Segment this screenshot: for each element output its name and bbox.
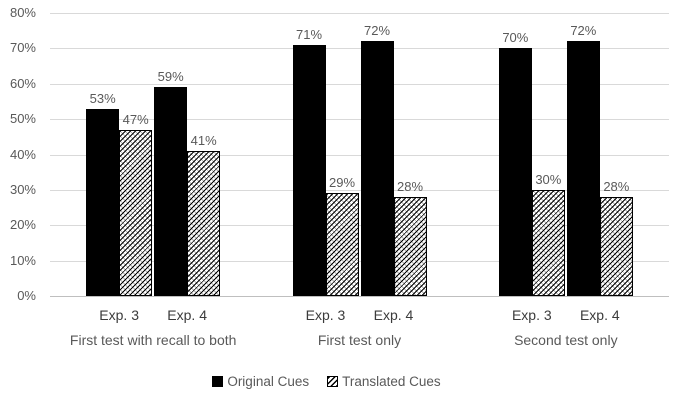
bar-value-label: 41% (190, 132, 217, 148)
gridline (50, 119, 669, 121)
legend-label: Translated Cues (342, 373, 441, 389)
legend-label: Original Cues (227, 373, 310, 389)
bar-original-cues (498, 48, 532, 296)
category-label-exp: Exp. 4 (167, 307, 207, 323)
category-label-exp: Exp. 4 (579, 307, 620, 323)
bar-original-cues (86, 108, 120, 296)
bar-value-label: 30% (535, 171, 562, 187)
bar-value-label: 70% (502, 30, 529, 46)
bar-translated-cues (119, 129, 153, 296)
bar-translated-cues (325, 193, 359, 296)
gridline (50, 260, 669, 262)
y-axis-tick-label: 20% (9, 217, 36, 233)
bar-translated-cues (531, 189, 565, 296)
category-label-exp: Exp. 4 (373, 307, 414, 323)
bar-value-label: 59% (157, 69, 184, 85)
category-label-exp: Exp. 3 (305, 307, 346, 323)
bar-value-label: 72% (363, 23, 391, 39)
bar-original-cues (292, 44, 326, 296)
bar-value-label: 29% (328, 175, 356, 191)
legend-item: Original Cues (212, 374, 309, 389)
bar-value-label: 71% (295, 26, 323, 42)
y-axis-tick-label: 40% (9, 146, 36, 162)
group-label: First test with recall to both (69, 332, 237, 348)
legend-swatch-original-icon (212, 375, 224, 387)
bar-value-label: 53% (89, 90, 116, 106)
bar-translated-cues (187, 150, 221, 296)
y-axis-tick-label: 30% (9, 181, 36, 197)
gridline (50, 13, 669, 14)
y-axis-tick-label: 80% (9, 5, 36, 20)
gridline (50, 225, 669, 227)
x-axis-line (50, 296, 669, 297)
bar-translated-cues (599, 196, 633, 296)
gridline (50, 154, 669, 156)
group-label: Second test only (514, 332, 618, 348)
bar-value-label: 72% (570, 23, 597, 39)
y-axis-tick-label: 0% (17, 288, 36, 303)
gridline (50, 48, 669, 50)
bar-value-label: 47% (122, 111, 149, 127)
legend: Original Cues Translated Cues (0, 371, 669, 391)
legend-swatch-translated-icon (327, 375, 339, 387)
bar-translated-cues (393, 196, 427, 296)
category-label-exp: Exp. 3 (99, 307, 139, 323)
gridline (50, 189, 669, 191)
group-label: First test only (317, 332, 402, 348)
bar-original-cues (566, 41, 600, 296)
category-label-exp: Exp. 3 (511, 307, 552, 323)
bar-original-cues (360, 41, 394, 296)
bar-value-label: 28% (396, 178, 424, 194)
bar-original-cues (154, 87, 188, 296)
y-axis-tick-label: 50% (9, 111, 36, 127)
bar-value-label: 28% (603, 178, 630, 194)
legend-item: Translated Cues (327, 374, 441, 389)
y-axis-tick-label: 60% (9, 75, 36, 91)
y-axis-tick-label: 10% (9, 252, 36, 268)
y-axis-tick-label: 70% (9, 40, 36, 56)
gridline (50, 83, 669, 85)
